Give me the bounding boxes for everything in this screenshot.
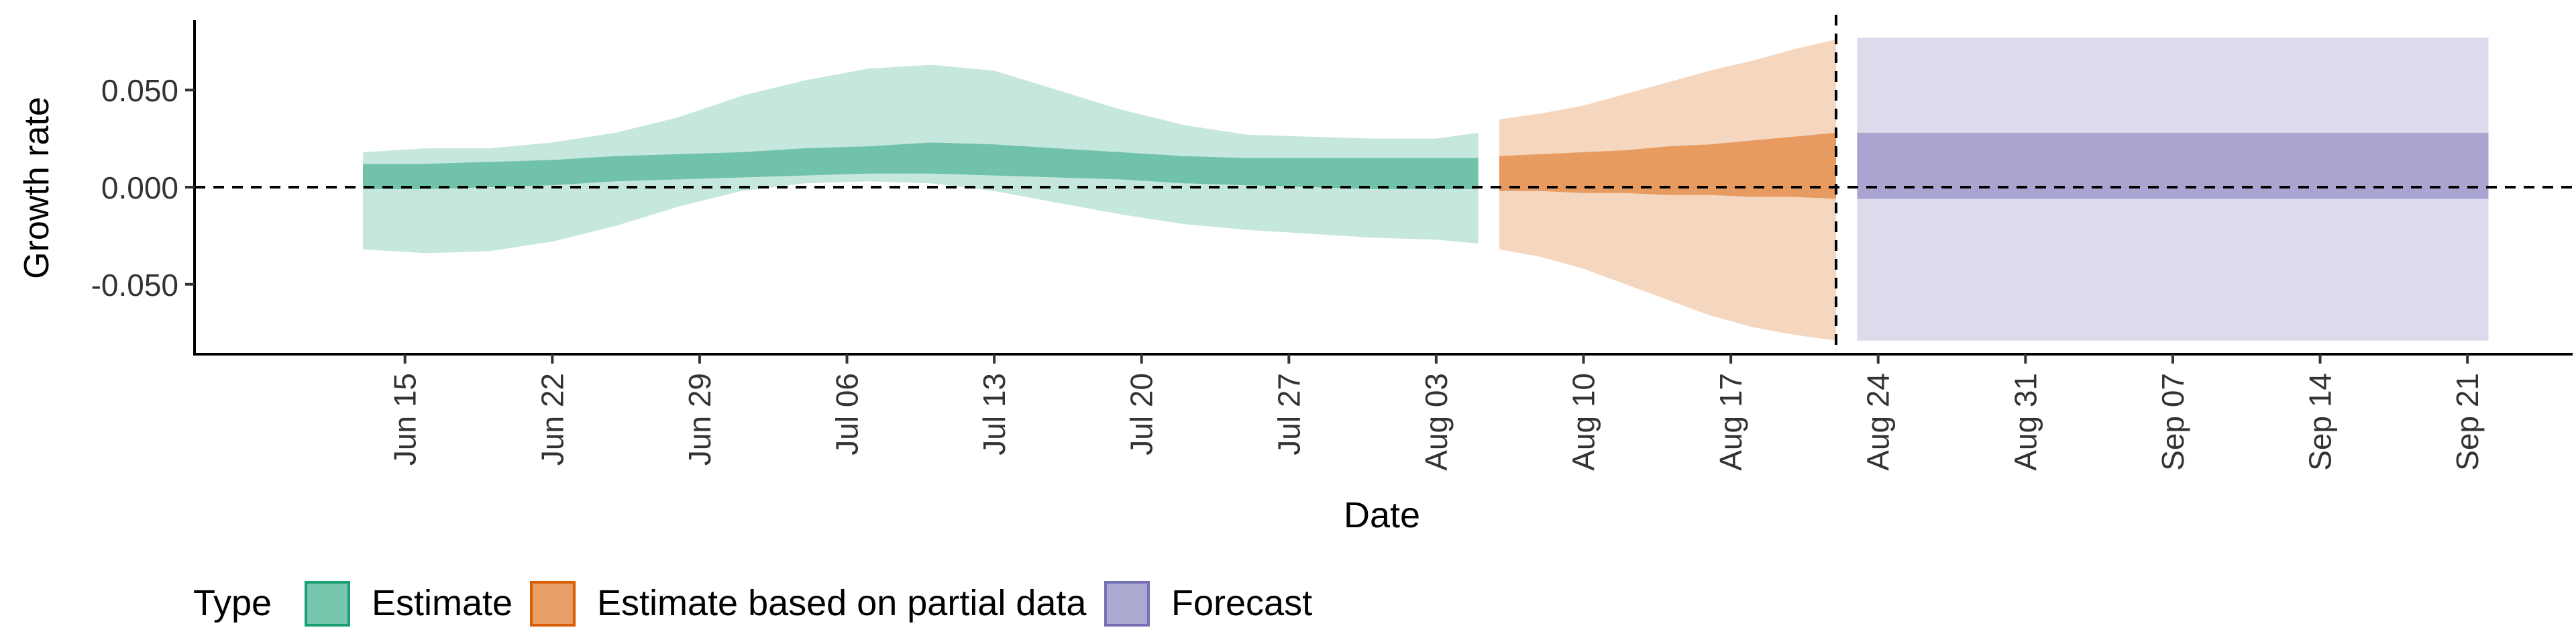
x-tick-label: Jul 13 xyxy=(977,373,1012,455)
x-tick-label: Aug 03 xyxy=(1419,373,1454,471)
legend-label-estimate-based-on-partial-data: Estimate based on partial data xyxy=(597,583,1087,623)
x-tick-label: Jun 22 xyxy=(535,373,570,466)
reference-lines xyxy=(195,15,2573,354)
estimate-based-on-partial-data-inner-band xyxy=(1499,132,1836,199)
x-tick-label: Sep 14 xyxy=(2303,373,2338,471)
y-tick-label: 0.000 xyxy=(101,170,178,205)
x-tick-label: Sep 21 xyxy=(2450,373,2485,471)
x-tick-label: Jul 20 xyxy=(1124,373,1159,455)
y-axis-title: Growth rate xyxy=(17,97,56,279)
legend-label-estimate: Estimate xyxy=(372,583,513,623)
x-tick-label: Jun 29 xyxy=(682,373,717,466)
y-tick-label: 0.050 xyxy=(101,73,178,108)
estimate-inner-band xyxy=(363,142,1479,189)
x-tick-label: Aug 10 xyxy=(1566,373,1601,471)
x-tick-label: Aug 24 xyxy=(1861,373,1896,471)
x-tick-label: Jun 15 xyxy=(388,373,423,466)
x-tick-label: Aug 31 xyxy=(2008,373,2043,471)
legend-key-estimate xyxy=(305,581,350,627)
forecast-inner-band xyxy=(1857,132,2489,199)
legend-title: Type xyxy=(193,583,272,623)
bands-layer xyxy=(363,38,2489,341)
legend: Type Estimate Estimate based on partial d… xyxy=(193,581,1312,627)
x-tick-label: Jul 06 xyxy=(830,373,865,455)
y-tick-label: -0.050 xyxy=(91,268,178,303)
x-tick-label: Aug 17 xyxy=(1713,373,1748,471)
x-tick-label: Jul 27 xyxy=(1271,373,1306,455)
legend-key-estimate-based-on-partial-data xyxy=(530,581,576,627)
legend-label-forecast: Forecast xyxy=(1171,583,1312,623)
legend-key-forecast xyxy=(1104,581,1150,627)
axes: 0.050 0.000 -0.050 Jun 15 Jun 22 Jun 29 Jul 06… xyxy=(91,20,2573,471)
x-axis-title: Date xyxy=(1344,495,1420,535)
x-tick-label: Sep 07 xyxy=(2155,373,2190,471)
